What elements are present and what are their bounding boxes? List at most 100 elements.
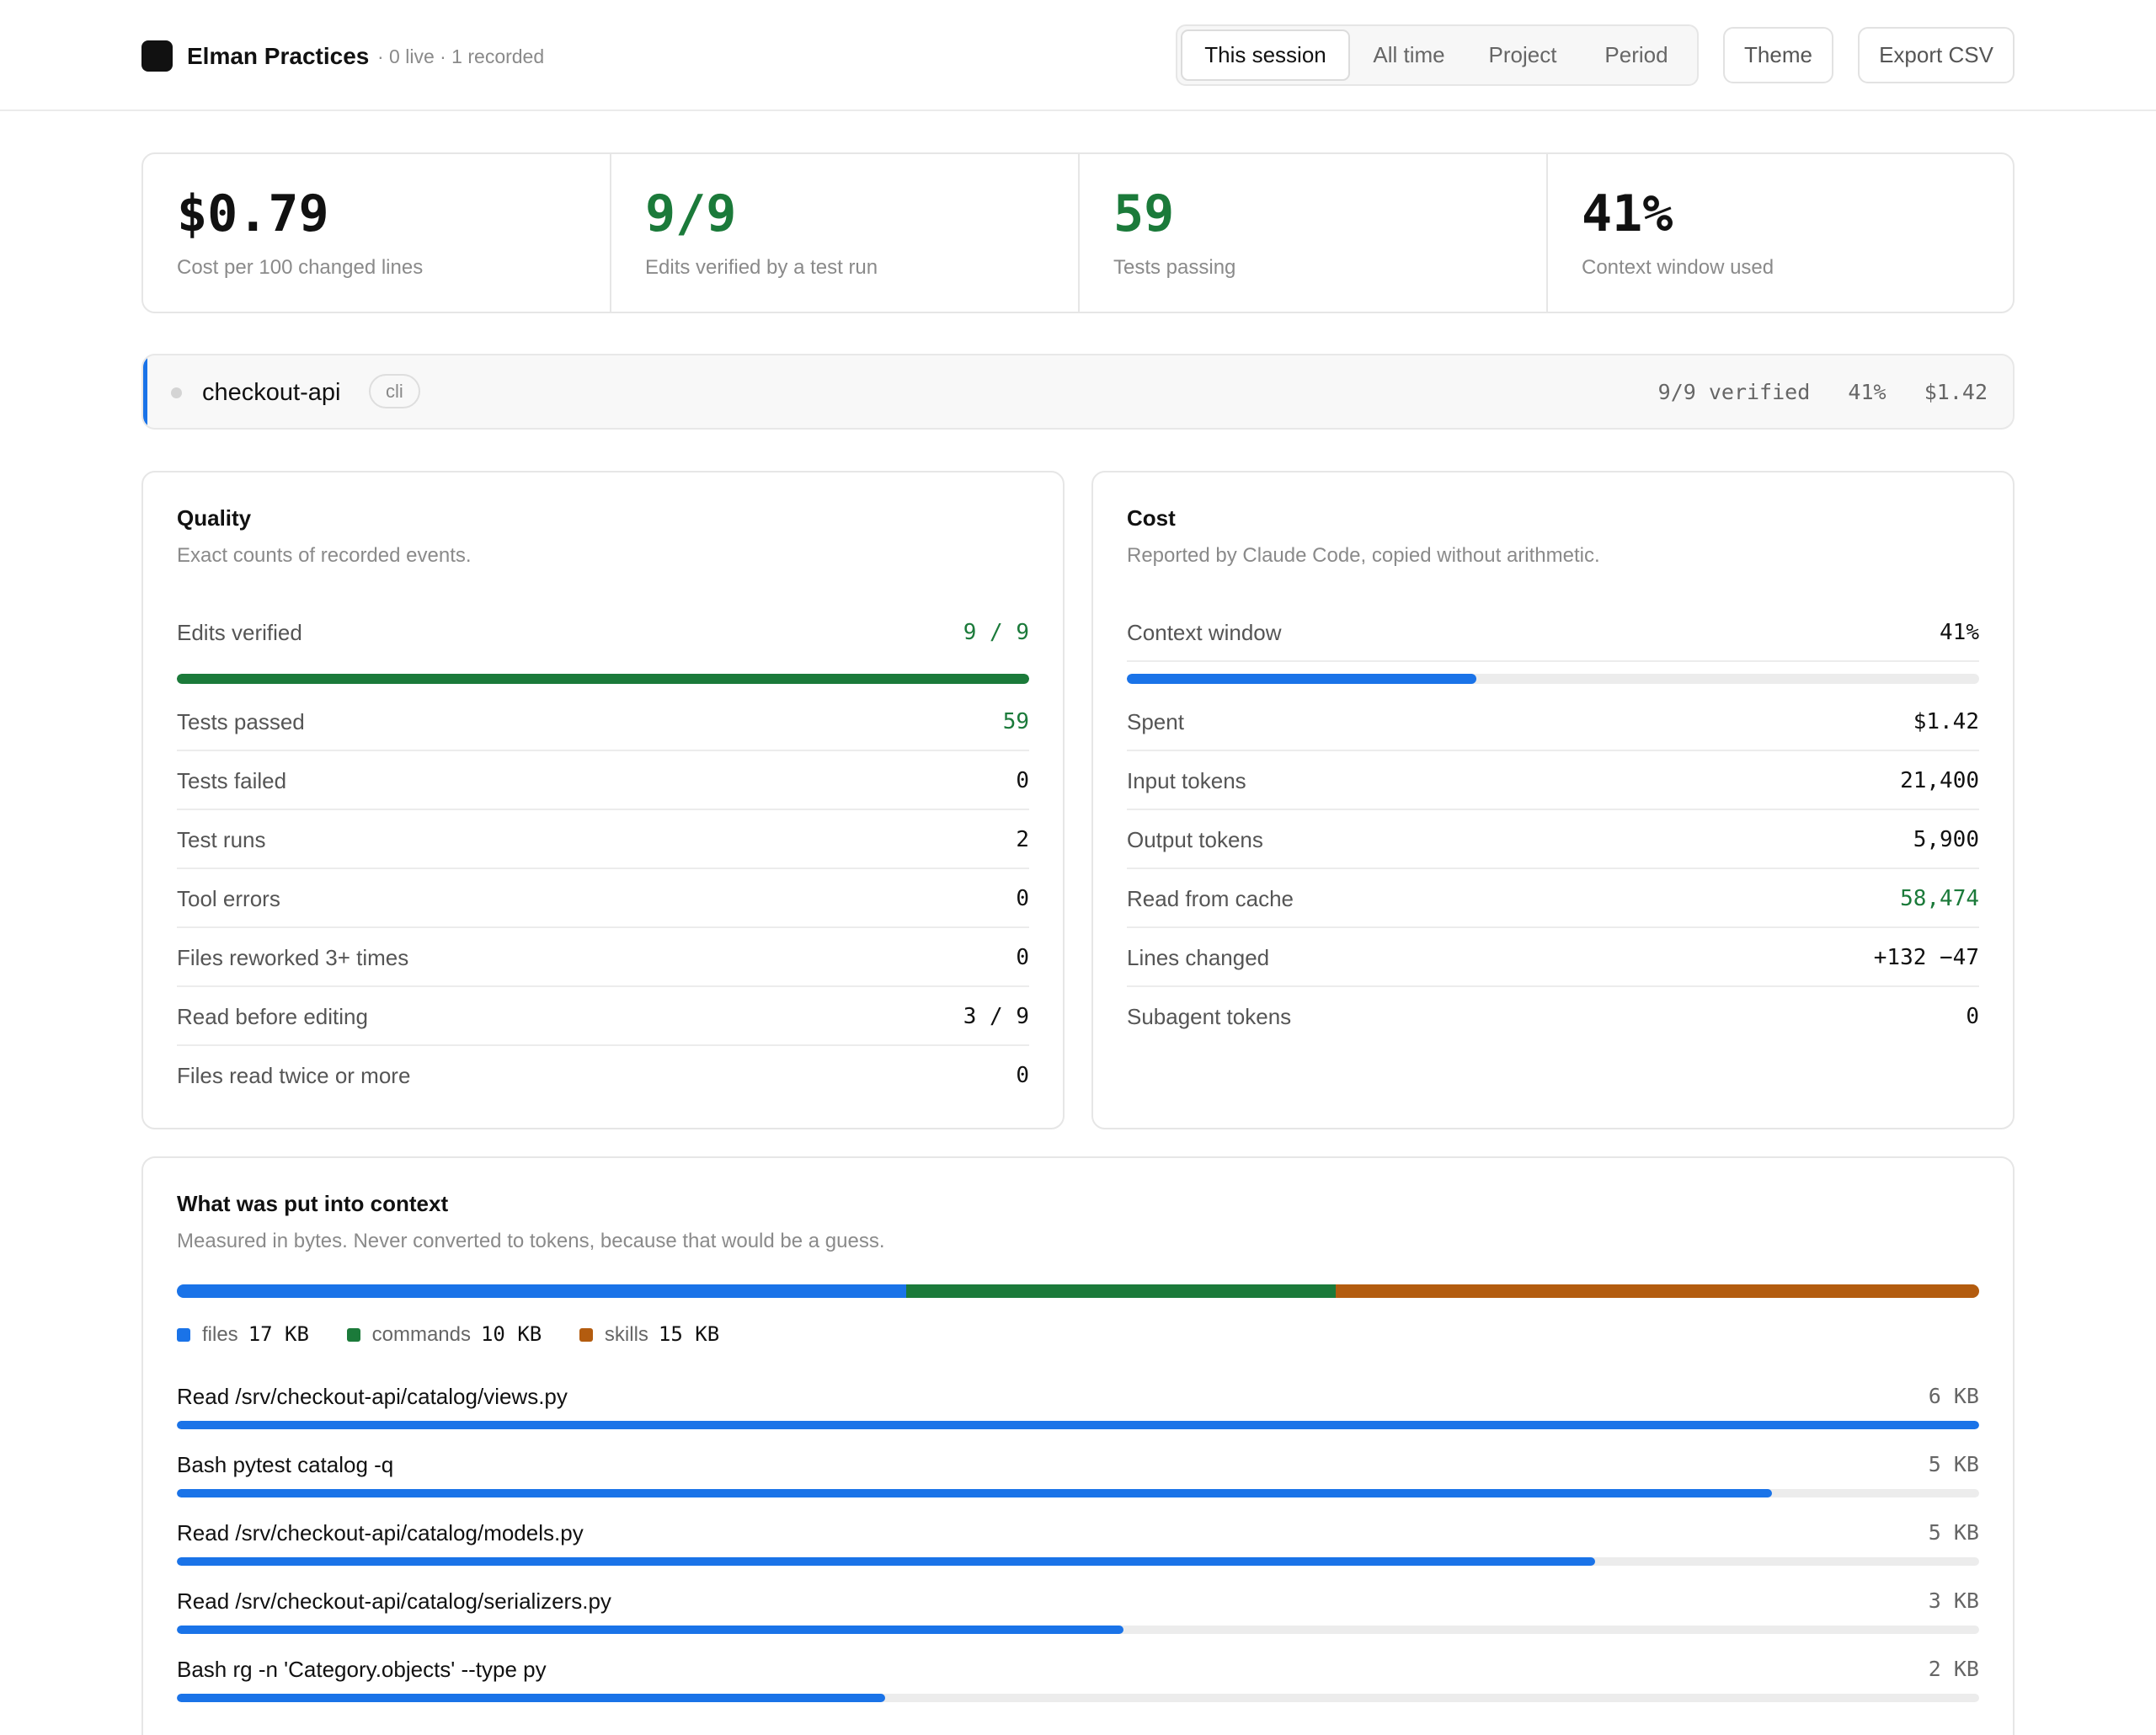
legend-value: 15 KB <box>658 1322 720 1346</box>
stat-value: 9/9 <box>645 184 737 243</box>
context-item[interactable]: Bash pytest catalog -q 5 KB <box>177 1451 1979 1502</box>
summary-stats: $0.79 Cost per 100 changed lines 9/9 Edi… <box>141 152 2015 313</box>
legend-value: 10 KB <box>480 1322 542 1346</box>
context-item-size: 6 KB <box>1928 1384 1979 1408</box>
stat-row: Read before editing 3 / 9 <box>177 987 1029 1046</box>
context-item-label: Read /srv/checkout-api/catalog/views.py <box>177 1384 568 1409</box>
breakdown-segment-files <box>177 1284 907 1298</box>
context-breakdown-bar <box>177 1284 1979 1298</box>
context-item-size: 5 KB <box>1928 1452 1979 1476</box>
row-value: 0 <box>1016 1063 1029 1088</box>
context-item-fill <box>177 1489 1772 1497</box>
range-tabs: This session All time Project Period <box>1176 24 1699 86</box>
edits-verified-fill <box>177 674 1029 684</box>
context-item-bar <box>177 1489 1979 1497</box>
context-item-label: Read /srv/checkout-api/catalog/models.py <box>177 1520 584 1545</box>
stat-row: Read from cache 58,474 <box>1127 869 1979 928</box>
stat-row: Spent $1.42 <box>1127 692 1979 751</box>
context-item[interactable]: Read /srv/checkout-api/catalog/models.py… <box>177 1519 1979 1570</box>
breakdown-segment-commands <box>906 1284 1336 1298</box>
tab-this-session[interactable]: This session <box>1181 29 1350 81</box>
tab-period[interactable]: Period <box>1604 42 1668 67</box>
stat-row: Lines changed +132 −47 <box>1127 928 1979 987</box>
stat-value: $0.79 <box>177 184 329 243</box>
row-value: 41% <box>1940 620 1979 645</box>
tab-all-time[interactable]: All time <box>1373 42 1445 67</box>
app-logo <box>141 40 173 72</box>
stat-label: Tests passing <box>1113 256 1236 279</box>
session-accent-bar <box>143 355 147 428</box>
stat-row: Tests passed 59 <box>177 692 1029 751</box>
row-label: Tests failed <box>177 768 287 793</box>
context-item[interactable]: Read /srv/checkout-api/catalog/serialize… <box>177 1588 1979 1638</box>
context-item-bar <box>177 1421 1979 1429</box>
context-window-fill <box>1127 674 1476 684</box>
context-item-bar <box>177 1694 1979 1702</box>
panel-title: What was put into context <box>177 1191 449 1216</box>
stat-row: Output tokens 5,900 <box>1127 810 1979 869</box>
session-status-dot <box>171 387 182 398</box>
stat-value: 41% <box>1582 184 1673 243</box>
stat-tests-passing: 59 Tests passing <box>1080 154 1548 312</box>
row-value: 58,474 <box>1900 886 1979 911</box>
legend-swatch <box>346 1328 360 1342</box>
cost-panel: Cost Reported by Claude Code, copied wit… <box>1091 471 2015 1129</box>
context-item-size: 2 KB <box>1928 1657 1979 1681</box>
tab-project[interactable]: Project <box>1488 42 1557 67</box>
panel-title: Quality <box>177 505 252 531</box>
app-title: Elman Practices <box>187 43 370 69</box>
top-bar: Elman Practices · 0 live · 1 recorded Th… <box>0 0 2156 111</box>
row-label: Edits verified <box>177 620 302 645</box>
theme-button[interactable]: Theme <box>1723 27 1833 83</box>
stat-label: Context window used <box>1582 256 1774 279</box>
stat-row: Files read twice or more 0 <box>177 1046 1029 1105</box>
legend-swatch <box>579 1328 593 1342</box>
legend-value: 17 KB <box>248 1322 309 1346</box>
stat-row: Files reworked 3+ times 0 <box>177 928 1029 987</box>
stat-label: Cost per 100 changed lines <box>177 256 424 279</box>
row-value: 0 <box>1016 768 1029 793</box>
stat-row: Subagent tokens 0 <box>1127 987 1979 1046</box>
context-item-size: 3 KB <box>1928 1588 1979 1613</box>
panel-subtitle: Reported by Claude Code, copied without … <box>1127 544 1600 567</box>
row-label: Context window <box>1127 620 1282 645</box>
live-status: · 0 live · 1 recorded <box>377 45 545 67</box>
panel-subtitle: Measured in bytes. Never converted to to… <box>177 1230 885 1252</box>
context-panel: What was put into context Measured in by… <box>141 1156 2015 1735</box>
row-value: 9 / 9 <box>963 620 1029 645</box>
row-label: Output tokens <box>1127 827 1263 852</box>
row-label: Test runs <box>177 827 266 852</box>
panel-subtitle: Exact counts of recorded events. <box>177 544 472 567</box>
row-label: Input tokens <box>1127 768 1246 793</box>
row-label: Subagent tokens <box>1127 1004 1292 1029</box>
row-value: 0 <box>1016 945 1029 970</box>
context-item[interactable]: Bash rg -n 'Category.objects' --type py 2… <box>177 1656 1979 1706</box>
row-value: 0 <box>1016 886 1029 911</box>
stat-row: Test runs 2 <box>177 810 1029 869</box>
breakdown-segment-skills <box>1335 1284 1979 1298</box>
context-item-fill <box>177 1421 1979 1429</box>
context-item-bar <box>177 1626 1979 1634</box>
context-item[interactable]: Read /srv/checkout-api/catalog/views.py 6… <box>177 1383 1979 1433</box>
row-label: Lines changed <box>1127 945 1270 970</box>
panel-title: Cost <box>1127 505 1176 531</box>
stat-row: Tests failed 0 <box>177 751 1029 810</box>
row-value: 2 <box>1016 827 1029 852</box>
row-value: 59 <box>1002 709 1029 734</box>
context-item-label: Bash rg -n 'Category.objects' --type py <box>177 1657 547 1682</box>
context-item-size: 5 KB <box>1928 1520 1979 1545</box>
legend-swatch <box>177 1328 190 1342</box>
context-item-bar <box>177 1557 1979 1566</box>
context-item-label: Bash pytest catalog -q <box>177 1452 394 1477</box>
legend-name: skills <box>604 1323 648 1346</box>
session-meta: 9/9 verified 41% $1.42 <box>1658 379 1988 406</box>
session-row[interactable]: checkout-api cli 9/9 verified 41% $1.42 <box>141 354 2015 430</box>
row-value: 0 <box>1966 1004 1979 1029</box>
session-source-tag: cli <box>369 374 420 408</box>
legend-files: files 17 KB <box>177 1320 309 1349</box>
export-csv-button[interactable]: Export CSV <box>1858 27 2015 83</box>
session-cost: $1.42 <box>1924 380 1988 404</box>
stat-row: Tool errors 0 <box>177 869 1029 928</box>
row-value: +132 −47 <box>1873 945 1979 970</box>
row-label: Tests passed <box>177 709 305 734</box>
